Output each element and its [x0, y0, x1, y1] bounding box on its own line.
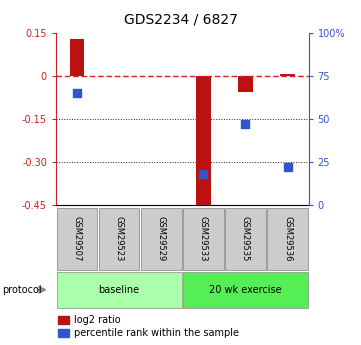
Text: GSM29536: GSM29536 [283, 216, 292, 262]
Text: GSM29533: GSM29533 [199, 216, 208, 262]
Text: log2 ratio: log2 ratio [74, 315, 121, 325]
Text: baseline: baseline [99, 285, 140, 295]
Text: protocol: protocol [2, 285, 42, 295]
Text: GSM29535: GSM29535 [241, 216, 250, 262]
Text: GSM29529: GSM29529 [157, 216, 166, 262]
Bar [238, 76, 253, 92]
Point [200, 171, 206, 177]
Bar [196, 76, 211, 211]
Text: GDS2234 / 6827: GDS2234 / 6827 [123, 12, 238, 26]
Bar [70, 39, 84, 76]
Point [243, 121, 248, 127]
Text: GSM29523: GSM29523 [115, 216, 123, 262]
Text: GSM29507: GSM29507 [73, 216, 82, 262]
Text: percentile rank within the sample: percentile rank within the sample [74, 328, 239, 338]
Text: 20 wk exercise: 20 wk exercise [209, 285, 282, 295]
Point [74, 90, 80, 96]
Bar [280, 75, 295, 76]
Point [285, 165, 291, 170]
